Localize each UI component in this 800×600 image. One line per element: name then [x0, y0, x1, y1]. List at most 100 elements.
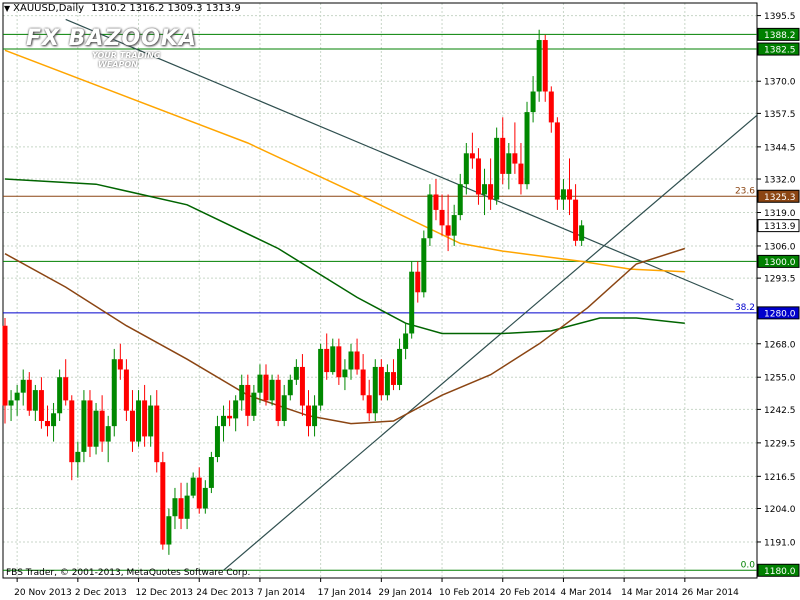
candle: [275, 374, 281, 427]
candle-body: [384, 372, 390, 396]
candle-body: [554, 122, 560, 200]
candle-body: [129, 410, 135, 442]
price-tick-label: 1255.0: [764, 374, 796, 384]
candle-body: [160, 462, 166, 545]
candle-body: [2, 325, 8, 406]
chart-header: ▼ XAUUSD,Daily 1310.2 1316.2 1309.3 1313.…: [4, 3, 241, 14]
candle: [354, 338, 360, 375]
candle: [196, 467, 202, 514]
candle-body: [372, 366, 378, 414]
candle: [26, 372, 32, 416]
candle-body: [518, 163, 524, 185]
price-axis: 1191.0 1204.0 1216.5 1229.5 1242.5 1255.0 1268…: [757, 12, 800, 577]
candle-body: [20, 379, 26, 393]
candle-body: [573, 199, 579, 241]
level-1300-price-label: 1300.0: [764, 258, 796, 268]
candle-body: [348, 351, 354, 370]
candle-body: [123, 369, 129, 411]
level-1280-price-label: 1280.0: [764, 309, 796, 319]
level-1313-price-label: 1313.9: [764, 222, 796, 232]
candle-body: [299, 366, 305, 406]
time-tick-label: 14 Mar 2014: [621, 588, 678, 598]
candle: [178, 482, 184, 530]
candle: [233, 395, 239, 432]
candle: [421, 230, 427, 298]
level-1313-price-box: [757, 219, 800, 233]
price-tick-label: 1204.0: [764, 505, 796, 515]
candle: [63, 359, 69, 406]
dropdown-triangle-icon[interactable]: ▼: [4, 4, 11, 13]
candle: [306, 390, 311, 437]
falling-trendline: [65, 18, 734, 301]
level-1300-price-box: [757, 254, 800, 268]
level-1180-price-label: 1180.0: [764, 567, 796, 577]
candle: [81, 390, 87, 463]
level-1180-price-box: [757, 563, 800, 577]
candle: [372, 359, 378, 421]
price-tick-label: 1332.0: [764, 176, 796, 186]
level-1382-price-label: 1382.5: [764, 46, 796, 56]
price-tick-label: 1344.5: [764, 143, 796, 153]
candle-body: [8, 400, 14, 406]
price-tick-label: 1242.5: [764, 406, 796, 416]
price-tick-label: 1370.0: [764, 78, 796, 88]
time-tick-label: 4 Mar 2014: [560, 588, 612, 598]
candle: [154, 390, 160, 473]
candle-body: [32, 390, 38, 411]
candle: [530, 76, 536, 123]
candle-body: [378, 366, 384, 396]
candles: [2, 29, 585, 555]
candle: [415, 261, 421, 303]
candle: [512, 122, 518, 174]
candle-body: [233, 400, 239, 419]
candle-body: [142, 400, 148, 437]
candle-body: [202, 487, 208, 509]
price-tick-label: 1191.0: [764, 538, 796, 548]
candle-body: [57, 377, 63, 414]
candle: [445, 194, 451, 252]
candle: [299, 354, 305, 416]
candle: [87, 390, 93, 458]
candle: [500, 117, 506, 185]
candle-body: [111, 359, 117, 427]
candle: [475, 148, 481, 205]
candle-body: [75, 451, 81, 463]
candle: [573, 184, 579, 246]
candle: [239, 374, 245, 411]
symbol-label: XAUUSD,Daily: [13, 3, 85, 14]
candle: [293, 359, 299, 385]
candle-body: [51, 413, 57, 427]
candle: [536, 29, 542, 102]
candle: [506, 142, 512, 190]
candle: [318, 343, 324, 411]
candle: [457, 173, 463, 221]
candle: [208, 451, 214, 494]
candle-body: [439, 209, 445, 226]
candle-body: [494, 137, 500, 200]
candle: [269, 374, 275, 406]
candle: [518, 142, 524, 195]
candle-body: [457, 184, 463, 216]
candle: [51, 402, 57, 442]
candle: [8, 390, 14, 421]
candle: [227, 400, 233, 427]
candle-body: [117, 359, 123, 370]
candle-body: [287, 379, 293, 396]
candle-body: [560, 189, 566, 200]
brand-tagline-line2: WEAPON: [98, 60, 138, 69]
candle: [342, 359, 348, 391]
candle-body: [475, 158, 481, 195]
price-tick-label: 1319.0: [764, 209, 796, 219]
time-tick-label: 12 Dec 2013: [136, 588, 194, 598]
candle: [136, 390, 142, 447]
level-1388-price-box: [757, 27, 800, 41]
candle-body: [148, 405, 154, 437]
level-1180-fib-label: 0.0: [741, 560, 756, 570]
candle-body: [488, 184, 494, 200]
candle-body: [318, 348, 324, 406]
candle-body: [251, 392, 257, 416]
candle: [245, 374, 251, 427]
candle-body: [269, 379, 275, 401]
candle-body: [136, 400, 142, 442]
